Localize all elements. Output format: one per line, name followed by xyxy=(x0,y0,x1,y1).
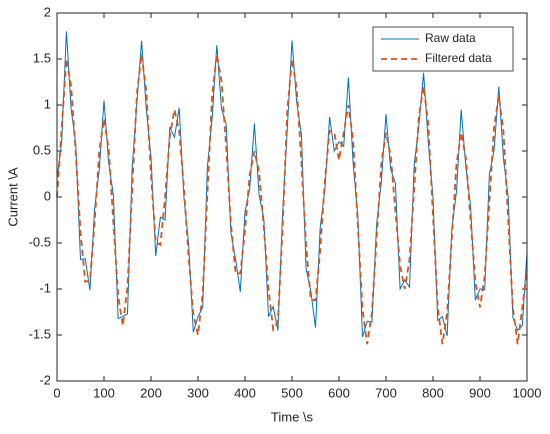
x-tick-label: 300 xyxy=(187,385,209,400)
x-tick-label: 0 xyxy=(53,385,60,400)
x-tick-label: 100 xyxy=(93,385,115,400)
x-tick-label: 1000 xyxy=(513,385,542,400)
series-line xyxy=(56,31,528,337)
y-tick-label: 1.5 xyxy=(33,50,51,65)
legend-box xyxy=(372,26,514,72)
y-tick-label: 0.5 xyxy=(33,142,51,157)
x-tick-label: 200 xyxy=(140,385,162,400)
x-tick-label: 400 xyxy=(234,385,256,400)
legend-label: Filtered data xyxy=(425,51,492,65)
legend-label: Raw data xyxy=(425,31,476,45)
x-tick-label: 700 xyxy=(375,385,397,400)
y-tick-label: 1 xyxy=(44,96,51,111)
y-tick-label: -2 xyxy=(39,372,51,387)
y-tick-label: 2 xyxy=(44,4,51,19)
y-tick-label: -1 xyxy=(39,280,51,295)
y-axis-label: Current \A xyxy=(5,167,20,227)
x-tick-label: 500 xyxy=(281,385,303,400)
y-tick-label: -0.5 xyxy=(29,234,51,249)
y-tick-label: 0 xyxy=(44,188,51,203)
x-axis-label: Time \s xyxy=(271,409,314,424)
x-tick-label: 600 xyxy=(328,385,350,400)
x-tick-label: 900 xyxy=(469,385,491,400)
plot-frame xyxy=(56,12,528,382)
series-line xyxy=(56,54,528,345)
y-tick-label: -1.5 xyxy=(29,326,51,341)
x-tick-label: 800 xyxy=(422,385,444,400)
